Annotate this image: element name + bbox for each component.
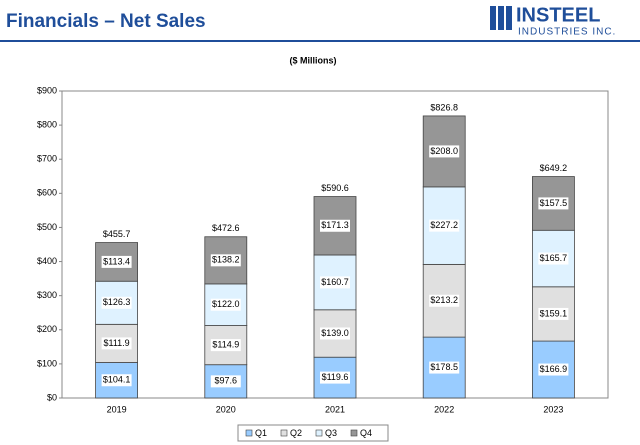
segment-label: $171.3 <box>321 220 349 230</box>
logo-tagline: INDUSTRIES INC. <box>518 27 616 38</box>
segment-label: $111.9 <box>103 338 129 348</box>
segment-label: $213.2 <box>430 295 458 305</box>
legend-swatch <box>315 429 323 437</box>
total-label: $590.6 <box>321 183 349 193</box>
logo-stripe <box>490 6 496 30</box>
segment-label: $113.4 <box>103 256 130 266</box>
segment-label: $157.5 <box>540 198 568 208</box>
label-bg <box>320 219 350 232</box>
label-bg <box>320 371 350 384</box>
y-tick-label: $700 <box>37 154 57 164</box>
label-bg <box>538 307 569 320</box>
legend-swatch <box>245 429 253 437</box>
x-tick-label: 2022 <box>434 404 454 414</box>
label-bg <box>101 255 132 268</box>
label-bg <box>210 298 241 311</box>
slide-title: Financials – Net Sales <box>6 11 206 32</box>
legend-label: Q1 <box>255 428 267 438</box>
segment-label: $165.7 <box>540 253 568 263</box>
segment-label: $119.6 <box>322 372 349 382</box>
x-tick-label: 2021 <box>325 404 345 414</box>
segment-label: $139.0 <box>321 328 349 338</box>
segment-label: $227.2 <box>430 220 458 230</box>
y-tick-label: $300 <box>37 290 57 300</box>
legend-swatch <box>280 429 288 437</box>
x-tick-label: 2020 <box>216 404 236 414</box>
legend-frame <box>237 424 389 442</box>
segment-label: $159.1 <box>540 308 568 318</box>
logo-stripe <box>498 6 504 30</box>
x-tick-label: 2019 <box>107 404 127 414</box>
y-tick-label: $900 <box>37 85 57 95</box>
segment-label: $208.0 <box>430 146 458 156</box>
legend-label: Q2 <box>290 428 302 438</box>
label-bg <box>210 375 241 388</box>
label-bg <box>429 294 460 307</box>
label-bg <box>538 252 569 265</box>
total-label: $472.6 <box>212 223 240 233</box>
segment-label: $126.3 <box>103 297 131 307</box>
label-bg <box>210 339 241 352</box>
total-label: $455.7 <box>103 229 131 239</box>
label-bg <box>101 296 132 309</box>
label-bg <box>210 254 241 267</box>
segment-label: $122.0 <box>212 299 240 309</box>
segment-label: $178.5 <box>430 362 458 372</box>
legend-label: Q4 <box>360 428 372 438</box>
y-tick-label: $800 <box>37 119 57 129</box>
segment-label: $97.6 <box>215 376 238 386</box>
logo-stripe <box>506 6 512 30</box>
legend-swatch <box>350 429 358 437</box>
label-bg <box>429 145 460 158</box>
title-rule <box>0 40 640 42</box>
x-tick-label: 2023 <box>543 404 563 414</box>
label-bg <box>538 363 569 376</box>
y-tick-label: $200 <box>37 324 57 334</box>
y-tick-label: $400 <box>37 256 57 266</box>
total-label: $649.2 <box>540 163 568 173</box>
chart-subtitle: ($ Millions) <box>290 55 337 65</box>
label-bg <box>538 197 569 210</box>
y-tick-label: $500 <box>37 222 57 232</box>
legend-label: Q3 <box>325 428 337 438</box>
label-bg <box>429 361 460 374</box>
label-bg <box>101 374 132 387</box>
logo-name: INSTEEL <box>516 4 600 26</box>
segment-label: $160.7 <box>321 277 349 287</box>
segment-label: $166.9 <box>540 364 568 374</box>
label-bg <box>101 337 132 350</box>
label-bg <box>320 276 350 289</box>
total-label: $826.8 <box>430 102 458 112</box>
segment-label: $104.1 <box>103 375 131 385</box>
y-tick-label: $100 <box>37 358 57 368</box>
segment-label: $138.2 <box>212 255 240 265</box>
logo: INSTEEL INDUSTRIES INC. <box>490 4 616 38</box>
segment-label: $114.9 <box>212 339 239 349</box>
label-bg <box>320 327 350 340</box>
label-bg <box>429 219 460 232</box>
y-tick-label: $0 <box>47 392 57 402</box>
y-tick-label: $600 <box>37 188 57 198</box>
